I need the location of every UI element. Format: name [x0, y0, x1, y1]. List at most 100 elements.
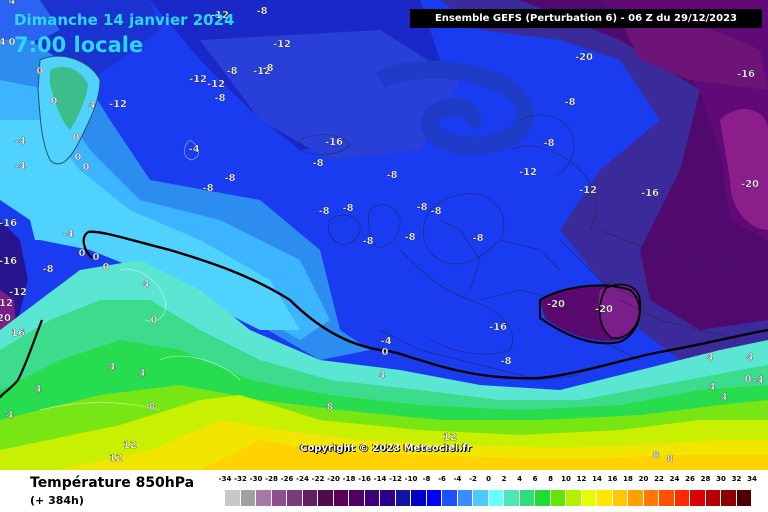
scale-swatch [349, 490, 365, 506]
legend-title: Température 850hPa [30, 475, 195, 491]
isotherm-label: 20 [0, 313, 11, 324]
isotherm-label: 0 [9, 37, 16, 48]
isotherm-label: -8 [500, 356, 511, 367]
isotherm-label: 4 [9, 0, 16, 7]
scale-swatch [659, 490, 675, 506]
isotherm-label: -16 [0, 218, 17, 229]
isotherm-label: -4 [188, 144, 199, 155]
isotherm-label: 4 [109, 362, 116, 373]
scale-swatch [550, 490, 566, 506]
scale-value-label: -34 [218, 475, 232, 483]
isotherm-label: -12 [109, 99, 127, 110]
scale-swatch [488, 490, 504, 506]
isotherm-label: -20 [741, 179, 759, 190]
isotherm-label: 8 [327, 402, 334, 413]
isotherm-label: 0 [83, 162, 90, 173]
legend-footer: Température 850hPa (+ 384h) -34 -32 -30 -28… [0, 470, 768, 512]
scale-value-label: 12 [576, 475, 587, 483]
isotherm-label: 12 [109, 453, 123, 464]
scale-value-label: -24 [296, 475, 309, 483]
scale-swatch [318, 490, 334, 506]
scale-value-label: 28 [700, 475, 711, 483]
scale-swatch [612, 490, 628, 506]
isotherm-label: -4 [0, 37, 6, 48]
forecast-time: 7:00 locale [14, 33, 144, 57]
isotherm-label: 0 [73, 132, 80, 143]
scale-value-label: 18 [623, 475, 633, 483]
scale-swatch [395, 490, 411, 506]
isotherm-label: 4 [721, 392, 728, 403]
isotherm-label: -8 [318, 206, 329, 217]
isotherm-label: 8 [149, 402, 156, 413]
isotherm-label: -12 [579, 185, 597, 196]
scale-value-label: 16 [607, 475, 618, 483]
isotherm-label: -4 [380, 336, 391, 347]
scale-value-label: 14 [592, 475, 602, 483]
isotherm-label: 0 [103, 262, 110, 273]
isotherm-label: -8 [430, 206, 441, 217]
scale-value-label: 8 [548, 475, 553, 483]
isotherm-label: 0 [79, 248, 86, 259]
isotherm-label: -8 [256, 6, 267, 17]
scale-swatch [628, 490, 644, 506]
isotherm-label: 4 [35, 384, 42, 395]
isotherm-label: 0 [51, 96, 58, 107]
isotherm-label: -20 [595, 304, 613, 315]
isotherm-label: 8 [653, 450, 660, 461]
legend-subtitle: (+ 384h) [30, 494, 84, 507]
scale-value-label: 6 [532, 475, 538, 483]
scale-swatch [442, 490, 458, 506]
isotherm-label: -8 [226, 66, 237, 77]
isotherm-label: 0 [382, 347, 389, 358]
isotherm-label: -12 [273, 39, 291, 50]
isotherm-label: -8 [472, 233, 483, 244]
scale-swatch [457, 490, 473, 506]
scale-value-label: -30 [249, 475, 263, 483]
isotherm-label: 12 [123, 440, 137, 451]
isotherm-label: 4 [707, 352, 714, 363]
isotherm-label: 4 [709, 382, 716, 393]
isotherm-label: 0 [75, 152, 82, 163]
scale-value-label: 4 [517, 475, 522, 483]
isotherm-label: 0 [93, 252, 100, 263]
scale-swatch [473, 490, 489, 506]
isotherm-label: -8 [312, 158, 323, 169]
scale-swatch [566, 490, 582, 506]
scale-value-label: -28 [265, 475, 278, 483]
isotherm-label: -12 [211, 10, 229, 21]
scale-value-label: 22 [654, 475, 664, 483]
isotherm-label: 4 [143, 279, 150, 290]
isotherm-label: -8 [564, 97, 575, 108]
scale-swatch [736, 490, 752, 506]
isotherm-label: -16 [0, 256, 17, 267]
isotherm-label: 0 [745, 374, 752, 385]
color-scale-bar [225, 490, 752, 506]
isotherm-label: -16 [489, 322, 507, 333]
scale-value-label: 0 [486, 475, 491, 483]
scale-swatch [426, 490, 442, 506]
scale-swatch [302, 490, 318, 506]
scale-swatch [240, 490, 256, 506]
scale-value-label: -12 [389, 475, 402, 483]
scale-swatch [581, 490, 597, 506]
scale-value-label: -22 [311, 475, 325, 483]
isotherm-label: -12 [519, 167, 537, 178]
map-canvas: -12 -8-12-12-8 -12-12-8-8-12-16-4-8-8-8-8-… [0, 0, 768, 470]
scale-value-label: -6 [438, 475, 446, 483]
isotherm-label: -8 [224, 173, 235, 184]
isotherm-label: -16 [325, 137, 343, 148]
scale-value-label: 2 [501, 475, 507, 483]
isotherm-label: -8 [404, 232, 415, 243]
scale-value-label: 26 [685, 475, 695, 483]
isotherm-label: 4 [89, 100, 96, 111]
isotherm-label: -12 [207, 79, 225, 90]
isotherm-label: -8 [362, 236, 373, 247]
isotherm-label: 4 [7, 410, 14, 421]
scale-swatch [287, 490, 303, 506]
copyright-text: Copyright © 2023 Meteociel.fr [300, 443, 472, 454]
isotherm-label: 12 [443, 432, 457, 443]
isotherm-label: -8 [386, 170, 397, 181]
isotherm-label: -16 [737, 69, 755, 80]
scale-value-label: 30 [716, 475, 726, 483]
scale-value-label: -16 [358, 475, 371, 483]
